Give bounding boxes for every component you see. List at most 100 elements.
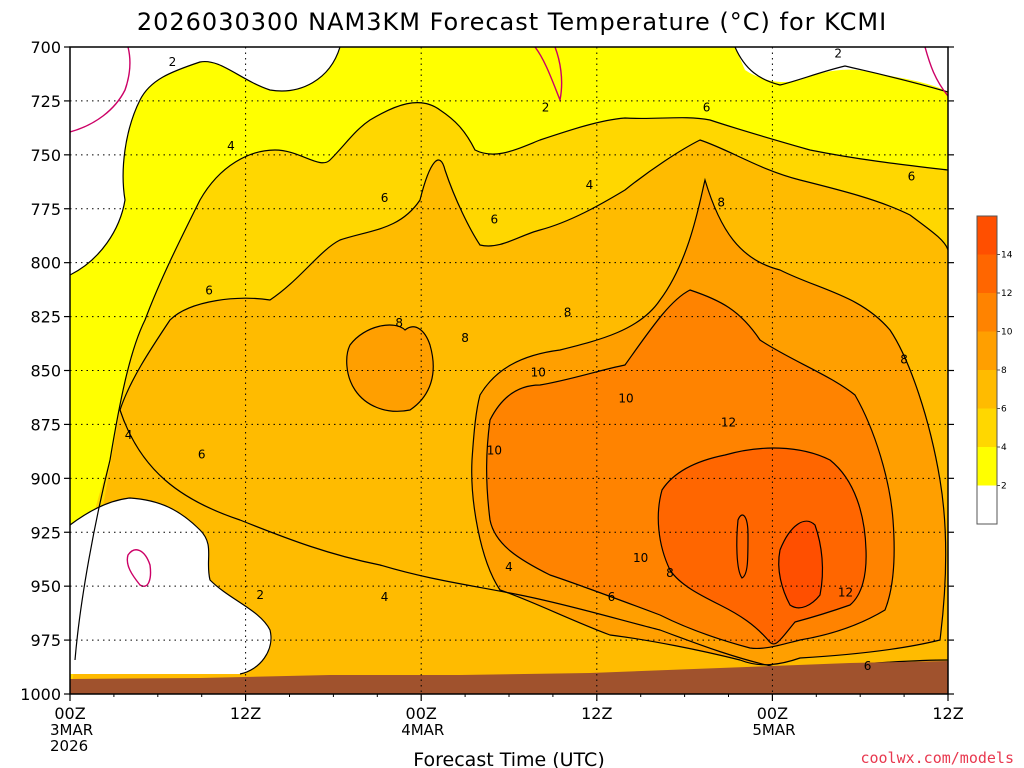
- contour-label: 6: [381, 191, 389, 205]
- contour-label: 4: [505, 560, 513, 574]
- y-tick-label: 700: [30, 38, 61, 57]
- contour-label: 6: [608, 590, 616, 604]
- contour-label: 4: [381, 590, 389, 604]
- contour-label: 8: [395, 316, 403, 330]
- contour-labels: 2 2 2 2 4 4 4 4 4 6 6 6 6 6 6 6 6 8 8 8 8 8 8 10 10 10 10 12 12: [125, 46, 916, 672]
- contour-8c-west: [346, 324, 434, 412]
- y-tick-label: 1000: [20, 685, 61, 704]
- y-tick-label: 950: [30, 577, 61, 596]
- zero-degree-contours: [70, 47, 948, 587]
- colorbar-swatch: [977, 447, 997, 486]
- contour-label: 10: [487, 443, 502, 457]
- y-tick-label: 775: [30, 200, 61, 219]
- x-date-label: 3MAR: [50, 721, 93, 739]
- contour-label: 8: [564, 305, 572, 319]
- y-tick-label: 900: [30, 469, 61, 488]
- x-tick-label: 00Z: [757, 704, 788, 723]
- zero-contour-upper-right-b: [924, 47, 948, 97]
- contour-label: 4: [586, 178, 594, 192]
- zero-contour-lower-left: [126, 549, 152, 587]
- contour-label: 8: [900, 353, 908, 367]
- contour-label: 6: [908, 169, 916, 183]
- colorbar-tick-label: 14: [1001, 251, 1013, 261]
- fill-below-2c-upper-right: [735, 47, 948, 92]
- colorbar-tick-label: 10: [1001, 328, 1013, 338]
- y-tick-label: 825: [30, 308, 61, 327]
- x-date-label: 5MAR: [752, 721, 795, 739]
- contour-label: 8: [461, 331, 469, 345]
- colorbar-swatch: [977, 485, 997, 524]
- x-year-label: 2026: [50, 737, 88, 755]
- contour-label: 6: [205, 284, 213, 298]
- contour-label: 6: [198, 448, 206, 462]
- contour-label: 12: [838, 586, 853, 600]
- contour-label: 2: [256, 588, 264, 602]
- contour-label: 6: [864, 659, 872, 673]
- x-tick-label: 12Z: [581, 704, 612, 723]
- contour-label: 6: [703, 100, 711, 114]
- contour-label: 4: [227, 139, 235, 153]
- fill-band-2-4c: [70, 47, 948, 694]
- colorbar-swatch: [977, 254, 997, 293]
- colorbar-swatch: [977, 370, 997, 409]
- grid: [70, 47, 948, 694]
- contour-label: 6: [491, 213, 499, 227]
- y-tick-label: 925: [30, 523, 61, 542]
- contour-label: 4: [125, 428, 133, 442]
- contour-label: 8: [717, 195, 725, 209]
- x-tick-label: 00Z: [406, 704, 437, 723]
- contour-label: 12: [721, 415, 736, 429]
- x-axis-label: Forecast Time (UTC): [413, 749, 604, 768]
- contour-label: 8: [666, 566, 674, 580]
- colorbar-swatch: [977, 331, 997, 370]
- contour-12c: [657, 447, 867, 645]
- colorbar-tick-label: 12: [1001, 289, 1012, 299]
- contour-12c-inner: [736, 514, 749, 579]
- x-date-label: 4MAR: [401, 721, 444, 739]
- contour-lines: [70, 47, 948, 675]
- x-tick-label: 12Z: [932, 704, 963, 723]
- colorbar-swatch: [977, 216, 997, 255]
- contour-label: 10: [531, 366, 546, 380]
- contour-10c: [486, 289, 895, 650]
- chart-title: 2026030300 NAM3KM Forecast Temperature (…: [137, 8, 887, 36]
- contour-label: 10: [633, 551, 648, 565]
- y-tick-label: 850: [30, 362, 61, 381]
- colorbar-tick-label: 4: [1001, 443, 1007, 453]
- zero-contour-upper-left: [70, 47, 131, 133]
- contour-label: 2: [169, 55, 177, 69]
- contour-2c-upper-right: [734, 47, 948, 93]
- colorbar: 2 4 6 8 10 12 14: [976, 215, 1013, 525]
- zero-contour-upper-right-a: [534, 47, 563, 103]
- y-tick-label: 725: [30, 92, 61, 111]
- fill-band-4-6c: [70, 47, 948, 694]
- x-tick-label: 12Z: [230, 704, 261, 723]
- contour-label: 2: [542, 100, 550, 114]
- contour-4c: [109, 102, 948, 461]
- colorbar-swatch: [977, 293, 997, 332]
- below-ground-fill: [70, 661, 948, 694]
- colorbar-tick-label: 6: [1001, 405, 1007, 415]
- credit-text: coolwx.com/models: [860, 749, 1014, 767]
- y-tick-label: 750: [30, 146, 61, 165]
- fill-above-14c: [778, 521, 823, 608]
- y-tick-label: 975: [30, 631, 61, 650]
- contour-8c-main: [471, 177, 947, 666]
- y-axis: 700 725 750 775 800 825 850 875 900 925 950 975 1000: [20, 38, 954, 704]
- colorbar-swatch: [977, 408, 997, 447]
- contour-label: 2: [834, 46, 842, 60]
- colorbar-tick-label: 8: [1001, 366, 1007, 376]
- y-tick-label: 875: [30, 415, 61, 434]
- contour-4c-lower: [74, 459, 111, 661]
- contour-6c: [119, 139, 948, 411]
- y-tick-label: 800: [30, 254, 61, 273]
- contour-2c-lower: [70, 497, 272, 675]
- colorbar-tick-label: 2: [1001, 482, 1007, 492]
- contour-14c: [778, 520, 824, 609]
- contour-label: 10: [618, 392, 633, 406]
- x-tick-label: 00Z: [54, 704, 85, 723]
- plot-area: [70, 47, 948, 694]
- contour-2c-upper: [70, 47, 341, 276]
